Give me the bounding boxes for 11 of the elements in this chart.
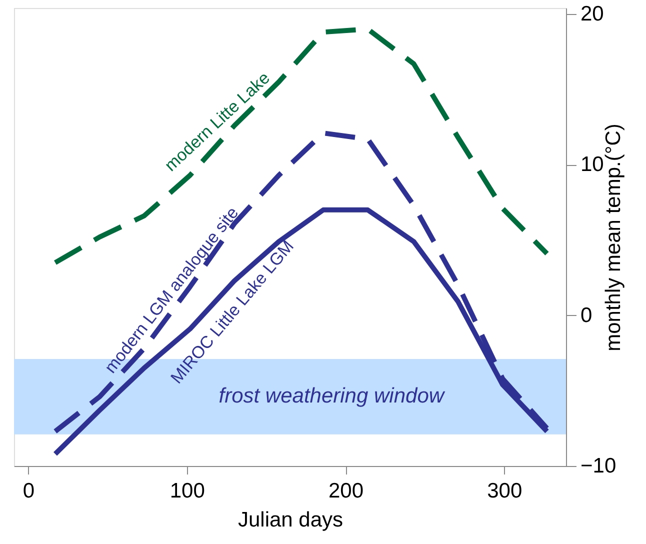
y2-tick-label: −10: [580, 454, 616, 478]
x-tick-label: 0: [22, 480, 35, 502]
band-label: frost weathering window: [218, 384, 446, 408]
x-tick-label: 100: [170, 480, 205, 502]
x-axis-title: Julian days: [238, 508, 344, 532]
y2-axis-title: monthly mean temp.(°C): [602, 124, 626, 352]
x-tick-label: 300: [487, 480, 522, 502]
x-tick-label: 200: [328, 480, 364, 502]
y2-tick-label: 20: [580, 2, 604, 26]
y2-tick-label: 0: [580, 304, 592, 327]
y2-tick-label: 10: [580, 153, 604, 176]
